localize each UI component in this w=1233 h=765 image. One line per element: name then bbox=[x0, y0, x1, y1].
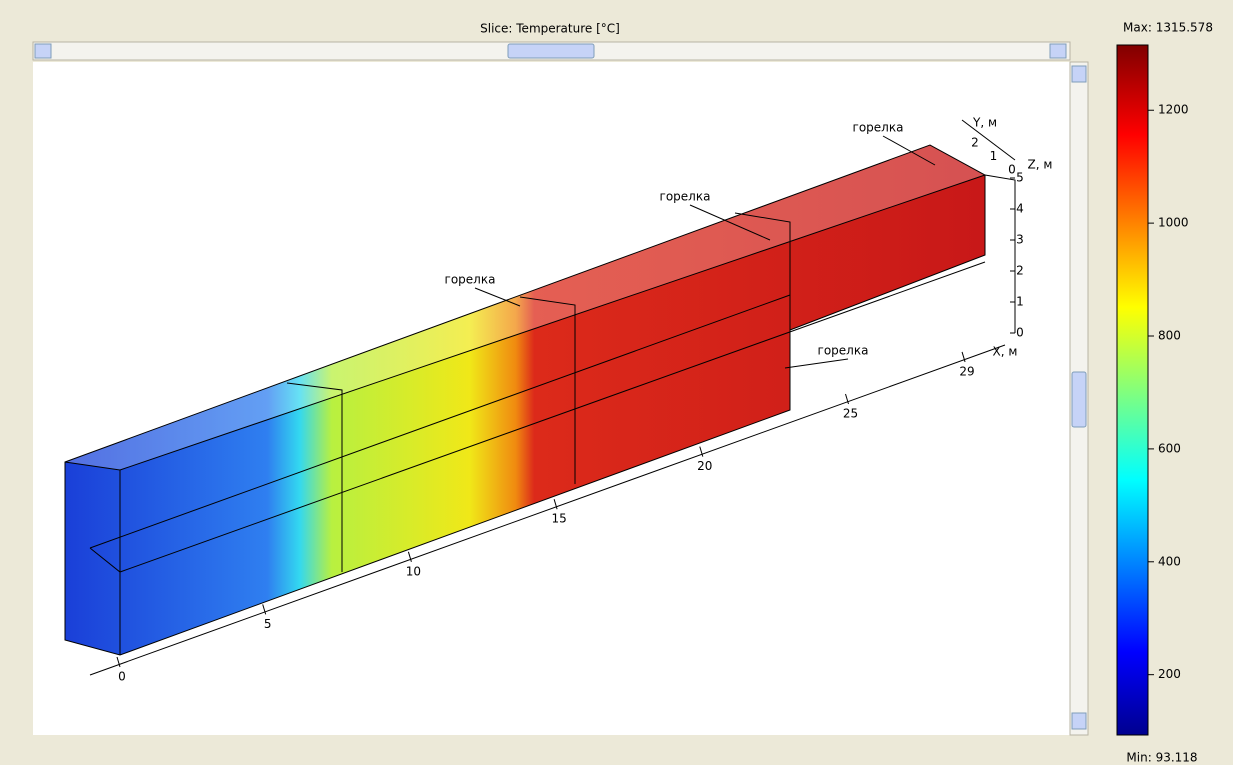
colorbar-tick-label: 600 bbox=[1158, 441, 1181, 455]
x-axis-label: X, м bbox=[993, 345, 1018, 359]
z-tick-label: 5 bbox=[1016, 171, 1024, 185]
y-tick-label: 1 bbox=[990, 149, 998, 163]
y-axis-label: Y, м bbox=[972, 116, 997, 130]
x-tick-label: 5 bbox=[264, 617, 272, 631]
colorbar-tick-label: 200 bbox=[1158, 667, 1181, 681]
colorbar-tick-label: 1200 bbox=[1158, 103, 1189, 117]
app-window: Slice: Temperature [°C] Max: 1315.578 Mi… bbox=[0, 0, 1233, 765]
colorbar-tick-label: 1000 bbox=[1158, 216, 1189, 230]
x-tick-label: 0 bbox=[118, 670, 126, 684]
z-tick-label: 2 bbox=[1016, 264, 1024, 278]
x-tick-label: 29 bbox=[959, 364, 974, 378]
colorbar bbox=[1117, 45, 1148, 735]
colorbar-max: Max: 1315.578 bbox=[1123, 21, 1213, 35]
colorbar-tick-label: 400 bbox=[1158, 554, 1181, 568]
z-axis-label: Z, м bbox=[1028, 158, 1053, 172]
x-tick-label: 25 bbox=[843, 407, 858, 421]
scroll-thumb[interactable] bbox=[508, 44, 594, 58]
y-tick-label: 0 bbox=[1008, 163, 1016, 177]
annotation: горелка bbox=[660, 190, 711, 204]
annotation: горелка bbox=[853, 121, 904, 135]
scroll-up[interactable] bbox=[1072, 66, 1086, 82]
window-title: Slice: Temperature [°C] bbox=[480, 22, 620, 36]
scroll-right[interactable] bbox=[1050, 44, 1066, 58]
scroll-thumb[interactable] bbox=[1072, 372, 1086, 427]
annotation: горелка bbox=[445, 273, 496, 287]
scroll-down[interactable] bbox=[1072, 713, 1086, 729]
colorbar-tick-label: 800 bbox=[1158, 329, 1181, 343]
colorbar-min: Min: 93.118 bbox=[1126, 751, 1197, 765]
y-tick-label: 2 bbox=[971, 136, 979, 150]
annotation: горелка bbox=[818, 344, 869, 358]
x-tick-label: 15 bbox=[551, 512, 566, 526]
x-tick-label: 20 bbox=[697, 459, 712, 473]
x-tick-label: 10 bbox=[406, 564, 421, 578]
z-tick-label: 4 bbox=[1016, 202, 1024, 216]
z-tick-label: 1 bbox=[1016, 295, 1024, 309]
scroll-left[interactable] bbox=[35, 44, 51, 58]
z-tick-label: 3 bbox=[1016, 233, 1024, 247]
z-tick-label: 0 bbox=[1016, 326, 1024, 340]
